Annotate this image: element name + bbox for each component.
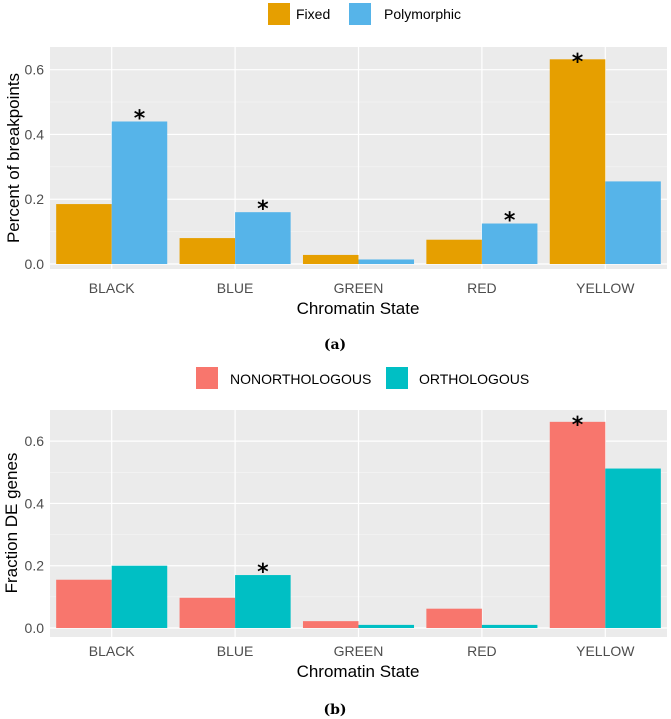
x-tick-label: BLUE	[217, 280, 254, 296]
y-tick-label: 0.2	[25, 558, 45, 574]
x-tick-label: BLACK	[89, 643, 136, 659]
x-tick-label: YELLOW	[576, 643, 635, 659]
bar-fixed-blue	[179, 238, 236, 264]
y-tick-label: 0.6	[25, 62, 45, 78]
bar-nonorthologous-green	[302, 621, 359, 628]
bar-polymorphic-black	[111, 121, 168, 264]
legend-label-orthologous: ORTHOLOGOUS	[419, 371, 529, 387]
y-tick-label: 0.4	[25, 126, 45, 142]
y-tick-label: 0.2	[25, 191, 45, 207]
panel-a-annotations: * * * *	[134, 50, 584, 234]
bar-nonorthologous-yellow	[549, 421, 606, 628]
y-tick-label: 0.0	[25, 256, 45, 272]
bar-orthologous-green	[358, 624, 415, 628]
bar-fixed-yellow	[549, 59, 606, 264]
panel-b-x-axis: BLACK BLUE GREEN RED YELLOW	[89, 643, 636, 659]
panel-a-caption: (a)	[324, 337, 346, 353]
bar-fixed-red	[426, 239, 482, 264]
bar-polymorphic-yellow	[605, 181, 661, 264]
y-tick-label: 0.0	[25, 620, 45, 636]
panel-b-chart: NONORTHOLOGOUS ORTHOLOGOUS ** 0.0 0.2 0.…	[2, 367, 667, 718]
legend-label-polymorphic: Polymorphic	[384, 6, 461, 22]
bar-nonorthologous-red	[426, 608, 482, 628]
legend-swatch-orthologous	[386, 367, 408, 389]
bar-orthologous-red	[481, 624, 538, 628]
legend-swatch-polymorphic	[349, 3, 371, 25]
x-tick-label: YELLOW	[576, 280, 635, 296]
panel-b-y-axis-title: Fraction DE genes	[2, 453, 21, 594]
panel-a-bars	[56, 59, 661, 264]
significance-star: *	[134, 106, 146, 131]
panel-a-chart: Fixed Polymorphic * * * * 0.0 0.2 0.4 0.6 B…	[4, 3, 667, 353]
bar-fixed-black	[56, 204, 112, 264]
bar-orthologous-black	[111, 565, 168, 628]
bar-polymorphic-red	[481, 223, 538, 264]
bar-nonorthologous-black	[56, 579, 112, 628]
legend-swatch-nonorthologous	[196, 367, 218, 389]
y-tick-label: 0.6	[25, 433, 45, 449]
y-tick-label: 0.4	[25, 495, 45, 511]
legend-label-fixed: Fixed	[296, 6, 330, 22]
bar-nonorthologous-blue	[179, 597, 236, 628]
panel-b-annotations: **	[257, 413, 584, 585]
significance-star: *	[572, 50, 584, 75]
x-tick-label: BLACK	[89, 280, 136, 296]
significance-star: *	[257, 197, 269, 222]
panel-b-y-axis: 0.0 0.2 0.4 0.6	[25, 433, 45, 636]
panel-b-caption: (b)	[323, 702, 346, 718]
legend-label-nonorthologous: NONORTHOLOGOUS	[230, 371, 371, 387]
panel-b-bars	[56, 421, 661, 628]
panel-a-x-axis-title: Chromatin State	[297, 299, 420, 318]
significance-star: *	[572, 413, 584, 438]
panel-b-x-axis-title: Chromatin State	[297, 662, 420, 681]
legend-swatch-fixed	[268, 3, 290, 25]
panel-b-legend: NONORTHOLOGOUS ORTHOLOGOUS	[196, 367, 529, 389]
significance-star: *	[257, 560, 269, 585]
panel-a-y-axis: 0.0 0.2 0.4 0.6	[25, 62, 45, 272]
x-tick-label: RED	[467, 280, 497, 296]
bar-polymorphic-green	[358, 259, 415, 264]
panel-a-x-axis: BLACK BLUE GREEN RED YELLOW	[89, 280, 636, 296]
panel-a-y-axis-title: Percent of breakpoints	[4, 73, 23, 243]
bar-orthologous-blue	[235, 575, 291, 628]
x-tick-label: GREEN	[334, 280, 384, 296]
x-tick-label: BLUE	[217, 643, 254, 659]
x-tick-label: RED	[467, 643, 497, 659]
panel-a-legend: Fixed Polymorphic	[268, 3, 461, 25]
bar-polymorphic-blue	[235, 212, 291, 264]
significance-star: *	[504, 209, 516, 234]
bar-orthologous-yellow	[605, 468, 661, 628]
x-tick-label: GREEN	[334, 643, 384, 659]
bar-fixed-green	[302, 254, 359, 264]
